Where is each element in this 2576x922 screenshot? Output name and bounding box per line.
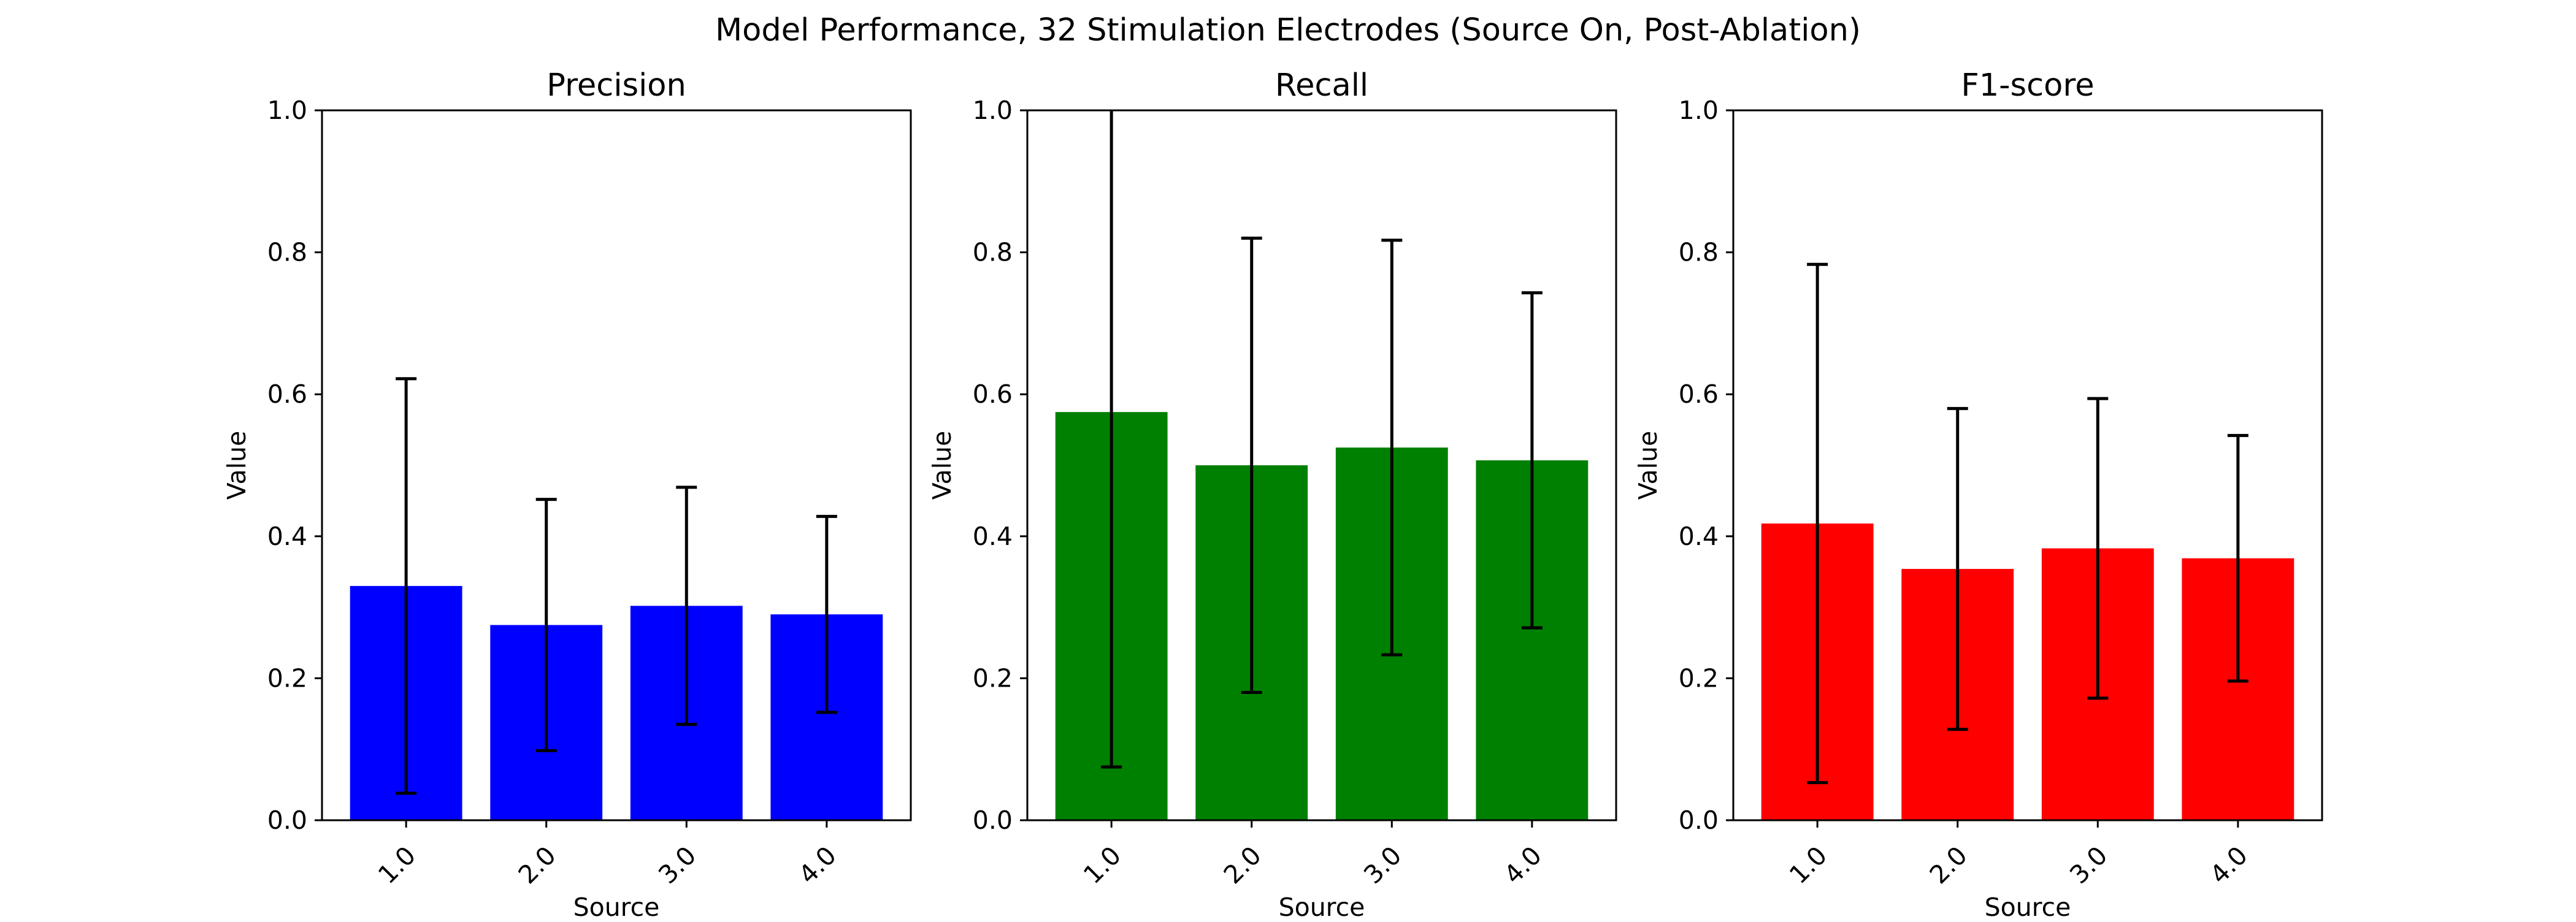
error-bar-4.0: [1521, 291, 1543, 630]
axes-frame: [321, 109, 912, 821]
x-tick-label: 2.0: [1218, 840, 1267, 890]
error-bar-2.0: [1947, 406, 1968, 731]
error-bar-4.0: [816, 514, 837, 714]
axes-frame: [1026, 109, 1617, 821]
y-tick-label: 0.6: [973, 379, 1013, 409]
y-tick-label: 0.2: [267, 663, 307, 693]
y-tick-label: 0.4: [1679, 522, 1719, 551]
axes-frame: [1732, 109, 2323, 821]
x-axis-label: Source: [1985, 893, 2071, 920]
x-tick-label: 4.0: [2204, 840, 2253, 890]
x-tick-label: 2.0: [513, 840, 562, 890]
x-tick-label: 3.0: [2064, 840, 2113, 890]
error-bar-1.0: [1101, 110, 1122, 769]
x-axis-label: Source: [1279, 893, 1365, 920]
error-bar-1.0: [1807, 262, 1828, 785]
y-tick-label: 0.4: [973, 522, 1013, 551]
y-tick-label: 0.4: [267, 522, 307, 551]
y-tick-label: 1.0: [1679, 96, 1719, 125]
y-tick-label: 0.0: [1679, 806, 1719, 835]
x-tick-label: 2.0: [1924, 840, 1973, 890]
y-tick-label: 1.0: [973, 96, 1013, 125]
panel-title: Precision: [546, 67, 686, 104]
chart-panel-2: 0.0 0.2 0.4 0.6 0.8 1.0 1.0 2.0 3.0 4.0 Recall Sour…: [927, 67, 1617, 922]
error-bar-3.0: [1381, 238, 1403, 657]
y-tick-label: 0.8: [1679, 238, 1719, 267]
error-bar-3.0: [2087, 397, 2109, 700]
panel-title: Recall: [1275, 67, 1368, 104]
x-tick-label: 1.0: [1078, 840, 1127, 890]
y-tick-label: 1.0: [267, 96, 307, 125]
error-bar-3.0: [676, 486, 697, 726]
x-tick-label: 1.0: [372, 840, 421, 890]
y-axis-label: Value: [927, 431, 957, 500]
error-bar-2.0: [535, 498, 557, 753]
chart-panel-3: 0.0 0.2 0.4 0.6 0.8 1.0 1.0 2.0 3.0 4.0 F1-score So…: [1633, 67, 2323, 922]
x-tick-label: 3.0: [1358, 840, 1407, 890]
y-tick-label: 0.2: [973, 663, 1013, 693]
y-tick-label: 0.6: [1679, 379, 1719, 409]
y-tick-label: 0.6: [267, 379, 307, 409]
x-tick-label: 3.0: [653, 840, 702, 890]
x-tick-label: 4.0: [793, 840, 842, 890]
chart-panel-1: 0.0 0.2 0.4 0.6 0.8 1.0 1.0 2.0 3.0 4.0 Precision S…: [222, 67, 912, 922]
y-tick-label: 0.8: [267, 238, 307, 267]
y-axis-label: Value: [1633, 431, 1663, 500]
y-tick-label: 0.8: [973, 238, 1013, 267]
panel-title: F1-score: [1961, 67, 2094, 104]
error-bar-4.0: [2227, 433, 2248, 683]
y-axis-label: Value: [222, 431, 251, 500]
figure-title: Model Performance, 32 Stimulation Electr…: [715, 12, 1861, 48]
x-tick-label: 4.0: [1498, 840, 1547, 890]
y-tick-label: 0.2: [1679, 663, 1719, 693]
x-axis-label: Source: [573, 893, 660, 920]
error-bar-2.0: [1241, 236, 1262, 695]
y-tick-label: 0.0: [973, 806, 1013, 835]
x-tick-label: 1.0: [1784, 840, 1833, 890]
error-bar-1.0: [396, 377, 417, 795]
y-tick-label: 0.0: [267, 806, 307, 835]
